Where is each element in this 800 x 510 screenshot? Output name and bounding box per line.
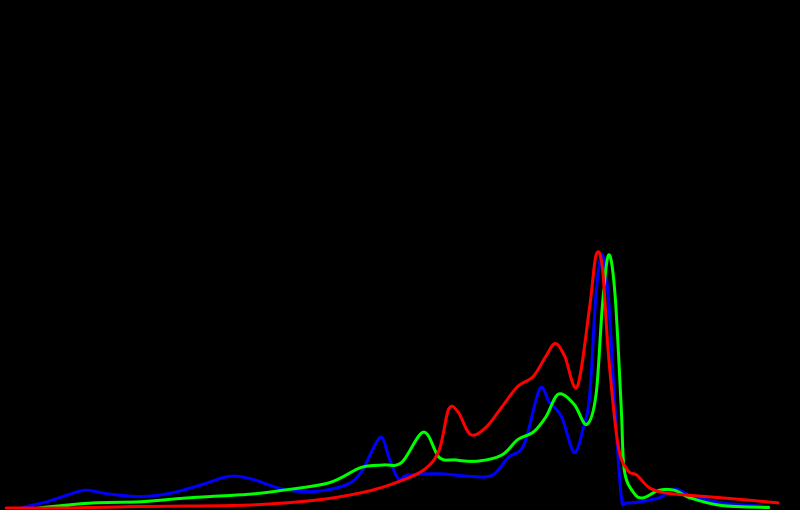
red-channel-line [4,250,780,510]
green-channel-line [36,253,771,510]
blue-channel-line [20,253,771,509]
series-layer [4,250,780,510]
